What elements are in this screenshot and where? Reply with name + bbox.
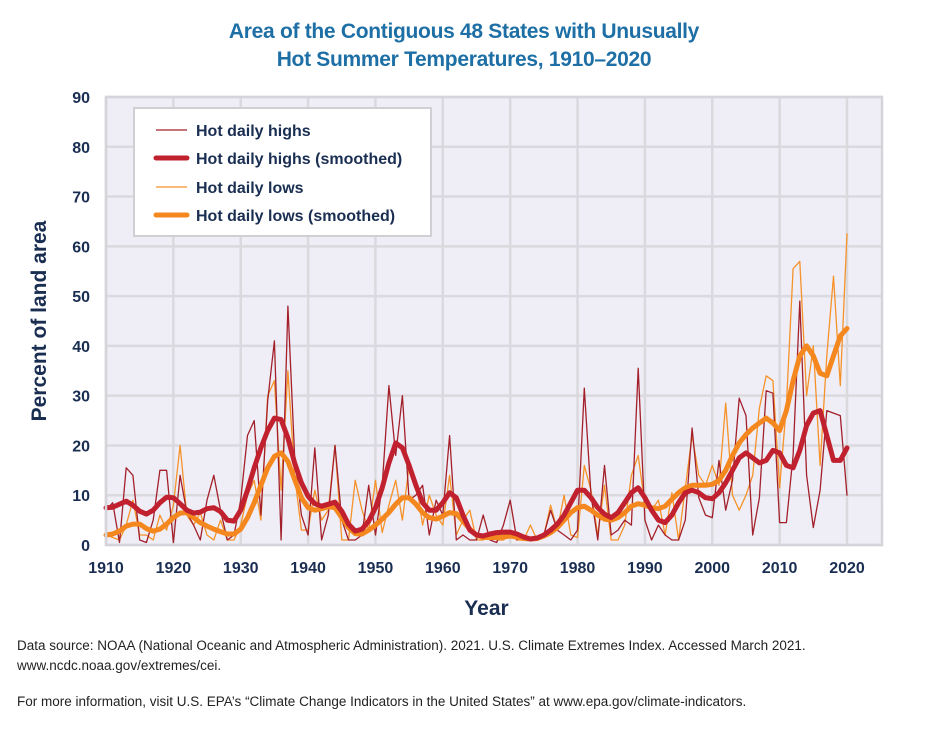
legend-label-highs: Hot daily highs (196, 123, 311, 140)
legend-label-lows: Hot daily lows (196, 180, 304, 197)
y-tick-label: 70 (72, 190, 90, 207)
x-tick-label: 1980 (560, 560, 596, 577)
x-tick-label: 2010 (762, 560, 798, 577)
x-tick-label: 1910 (88, 560, 124, 577)
y-axis-ticks: 0 10 20 30 40 50 60 70 80 90 (72, 90, 90, 555)
y-axis-title: Percent of land area (28, 220, 51, 421)
chart-title: Area of the Contiguous 48 States with Un… (0, 18, 928, 74)
plot-frame (104, 95, 884, 547)
y-tick-label: 0 (81, 538, 90, 555)
y-tick-label: 80 (72, 140, 90, 157)
legend: Hot daily highs Hot daily highs (smoothe… (133, 107, 432, 237)
chart-svg: 0 10 20 30 40 50 60 70 80 90 1910 1920 1930 1940 1950… (28, 90, 884, 620)
series-line-hot-daily-highs (105, 300, 848, 544)
data-source-note: Data source: NOAA (National Oceanic and … (17, 638, 806, 673)
chart-title-line-2: Hot Summer Temperatures, 1910–2020 (276, 48, 652, 71)
x-tick-label: 2020 (829, 560, 865, 577)
y-tick-label: 60 (72, 239, 90, 256)
x-axis-ticks: 1910 1920 1930 1940 1950 1960 1970 1980 1990 2000… (88, 560, 865, 577)
x-tick-label: 1950 (358, 560, 394, 577)
legend-label-lows-smoothed: Hot daily lows (smoothed) (196, 208, 395, 225)
x-axis-title: Year (464, 597, 508, 620)
x-tick-label: 1940 (290, 560, 326, 577)
x-tick-label: 1970 (492, 560, 528, 577)
x-tick-label: 1990 (627, 560, 663, 577)
y-tick-label: 30 (72, 389, 90, 406)
x-tick-label: 2000 (694, 560, 730, 577)
x-tick-label: 1930 (223, 560, 259, 577)
series-lines (103, 233, 850, 544)
x-tick-label: 1920 (156, 560, 192, 577)
y-tick-label: 50 (72, 289, 90, 306)
y-tick-label: 40 (72, 339, 90, 356)
y-tick-label: 20 (72, 438, 90, 455)
series-line-hot-daily-highs-smoothed (103, 408, 850, 542)
y-tick-label: 90 (72, 90, 90, 107)
more-info-note: For more information, visit U.S. EPA’s “… (17, 694, 747, 709)
y-tick-label: 10 (72, 488, 90, 505)
legend-label-highs-smoothed: Hot daily highs (smoothed) (196, 151, 402, 168)
x-tick-label: 1960 (425, 560, 461, 577)
chart-title-line-1: Area of the Contiguous 48 States with Un… (228, 20, 700, 43)
